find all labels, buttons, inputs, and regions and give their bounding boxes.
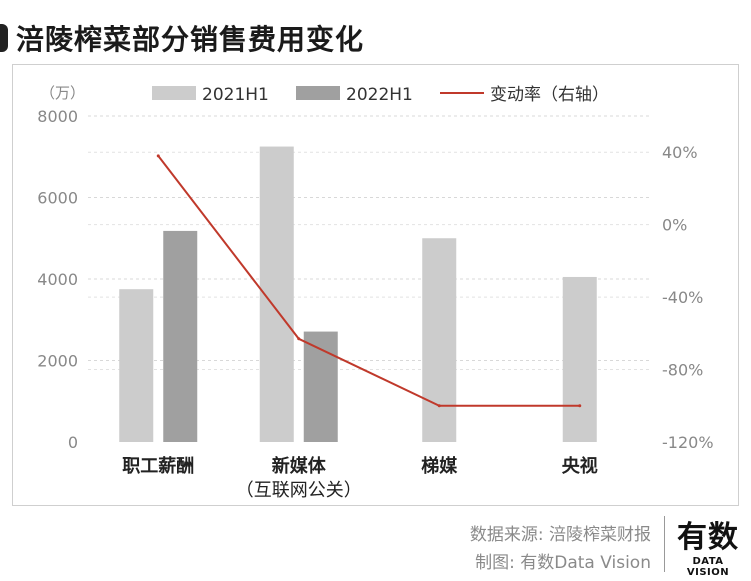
y-axis-tick-label: 8000 — [37, 107, 78, 126]
bar-2022h1 — [303, 331, 338, 442]
change-rate-point — [297, 337, 301, 341]
y-axis-tick-label: 4000 — [37, 270, 78, 289]
bar-2021h1 — [562, 276, 597, 442]
chart-frame — [12, 64, 739, 506]
title-bar: 涪陵榨菜部分销售费用变化 — [0, 10, 751, 56]
y-axis-tick-label: 6000 — [37, 189, 78, 208]
legend-label-2021h1: 2021H1 — [202, 85, 269, 105]
y-axis-tick-label: 0 — [68, 433, 78, 452]
x-axis-category-label: 新媒体 — [272, 455, 327, 477]
chart-title: 涪陵榨菜部分销售费用变化 — [16, 23, 365, 56]
chart-plot: 0 2000 4000 6000 8000 （万） 40% 0% -40% -80% -120% 职工… — [37, 84, 714, 501]
bar-2022h1 — [163, 230, 198, 442]
y2-axis-tick-label: -80% — [662, 361, 703, 380]
change-rate-line — [157, 155, 580, 407]
y2-axis-tick-label: -120% — [662, 433, 714, 452]
y2-axis-tick-label: -40% — [662, 288, 703, 307]
x-axis-category-label: 职工薪酬 — [122, 455, 194, 477]
logo-divider — [664, 516, 665, 572]
legend-label-2022h1: 2022H1 — [346, 85, 413, 105]
chart-credit-note: 制图: 有数Data Vision — [475, 553, 651, 573]
bar-2021h1 — [119, 289, 154, 442]
change-rate-point — [437, 404, 441, 408]
legend-swatch-2021h1 — [152, 86, 196, 100]
y-axis-tick-label: 2000 — [37, 352, 78, 371]
data-source-note: 数据来源: 涪陵榨菜财报 — [469, 525, 651, 545]
brand-logo: 有数 — [677, 520, 739, 555]
legend-swatch-2022h1 — [296, 86, 340, 100]
y2-axis-tick-label: 0% — [662, 216, 687, 235]
legend-label-change-rate: 变动率（右轴） — [490, 85, 609, 105]
x-axis-category-label: （互联网公关） — [236, 480, 362, 501]
brand-logo-subtitle: DATA VISION — [686, 556, 730, 578]
x-axis-category-label: 梯媒 — [421, 455, 458, 477]
title-marker — [0, 24, 8, 52]
x-axis-category-label: 央视 — [562, 455, 598, 477]
change-rate-point — [156, 154, 160, 158]
bar-2021h1 — [422, 238, 457, 442]
y2-axis-tick-label: 40% — [662, 143, 698, 162]
y-axis-unit-label: （万） — [40, 84, 85, 102]
change-rate-point — [578, 404, 582, 408]
